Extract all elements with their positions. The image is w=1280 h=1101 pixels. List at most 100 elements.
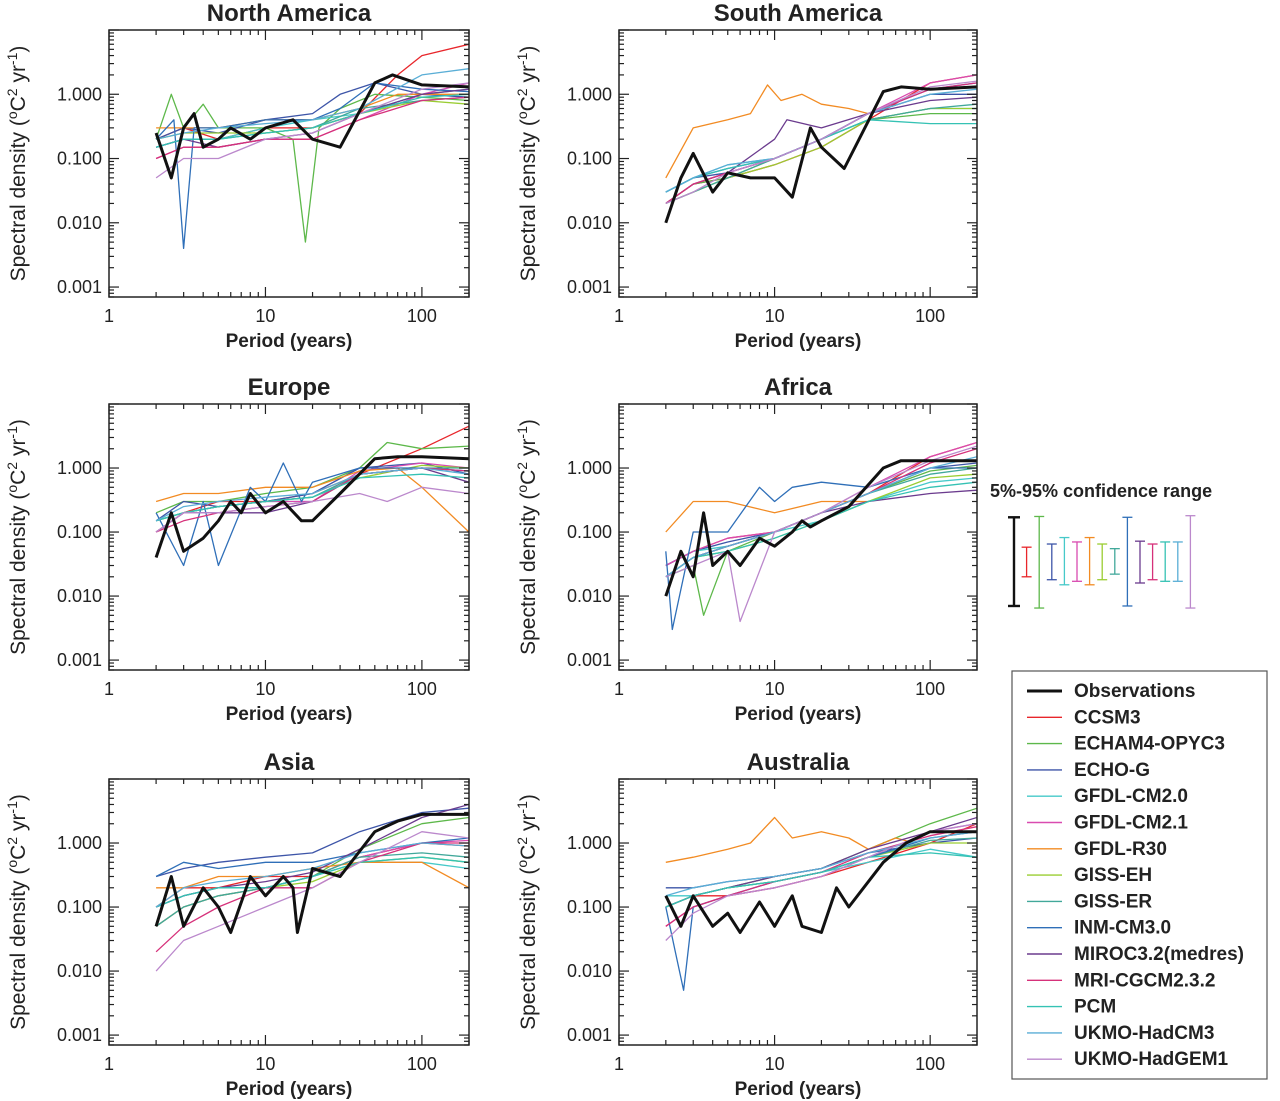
x-tick-label: 100: [915, 306, 945, 326]
legend-label: INM-CM3.0: [1074, 918, 1171, 939]
y-axis-label-part: Spectral density (: [517, 493, 540, 655]
y-axis-label-part: 2: [514, 462, 530, 470]
y-tick-label: 1.000: [567, 833, 612, 853]
series-mri-cgcm2-3-2-line: [155, 467, 469, 533]
series-gfdl-cm2-1-line: [665, 823, 977, 927]
legend-label: ECHO-G: [1074, 760, 1150, 781]
legend-item-ukmo-hadcm3: UKMO-HadCM3: [1027, 1023, 1214, 1044]
y-tick-label: 0.001: [57, 650, 102, 670]
plot-frame-africa: [618, 403, 978, 671]
confidence-bar-gfdl-r30: [1084, 536, 1095, 586]
confidence-bar-echam4-opyc3: [1034, 515, 1045, 609]
x-axis-label: Period (years): [735, 704, 862, 725]
y-axis-label: Spectral density (oC2 yr-1): [514, 794, 540, 1030]
y-axis-label-part: yr: [7, 439, 30, 462]
legend-label: PCM: [1074, 997, 1116, 1018]
panel-title-south-america: South America: [714, 0, 883, 27]
legend-item-giss-er: GISS-ER: [1027, 891, 1152, 912]
y-axis-label-part: ): [7, 46, 30, 53]
legend-label: CCSM3: [1074, 707, 1141, 728]
series-ukmo-hadgem1-line: [665, 823, 977, 941]
y-tick-label: 1.000: [567, 84, 612, 104]
panel-europe: Europe 1 10 100 0.001 0.010 0.100 1.000 Period (…: [4, 374, 470, 725]
panel-asia: Asia 1 10 100 0.001 0.010 0.100 1.000 Period (ye…: [4, 749, 470, 1100]
y-axis-label-part: ): [517, 794, 540, 801]
y-axis-label-part: o: [514, 860, 530, 868]
legend-label: GFDL-CM2.1: [1074, 813, 1188, 834]
y-axis-label-part: Spectral density (: [7, 868, 30, 1030]
y-axis-label-part: o: [4, 860, 20, 868]
legend-label: UKMO-HadCM3: [1074, 1023, 1214, 1044]
panel-title-asia: Asia: [264, 749, 315, 776]
series-ukmo-hadgem1-line: [155, 82, 469, 179]
y-tick-label: 0.100: [57, 149, 102, 169]
x-axis-label: Period (years): [226, 704, 353, 725]
panels: North America 1 10 100 0.001 0.010 0.100 1.000 P…: [4, 0, 978, 1100]
y-axis-label-part: 2: [4, 462, 20, 470]
y-axis-label-part: o: [4, 485, 20, 493]
series-gfdl-r30-line: [665, 84, 869, 179]
y-axis-label-part: ): [7, 794, 30, 801]
legend-item-giss-eh: GISS-EH: [1027, 865, 1152, 886]
x-tick-label: 1: [104, 1054, 114, 1074]
x-tick-label: 10: [255, 306, 275, 326]
plot-frame-asia: [108, 778, 470, 1046]
x-tick-label: 10: [765, 679, 785, 699]
x-tick-label: 1: [104, 679, 114, 699]
x-tick-label: 10: [765, 1054, 785, 1074]
y-tick-label: 0.010: [57, 961, 102, 981]
y-axis-label-part: ): [517, 419, 540, 426]
series-echo-g-line: [155, 82, 469, 140]
confidence-bar-ccsm3: [1021, 546, 1032, 578]
legend-item-pcm: PCM: [1027, 997, 1116, 1018]
x-tick-label: 1: [614, 306, 624, 326]
confidence-bar-observations: [1008, 516, 1020, 608]
x-tick-label: 1: [104, 306, 114, 326]
series-group-australia: [664, 807, 977, 991]
panel-title-africa: Africa: [764, 374, 833, 401]
y-axis-label-part: o: [4, 111, 20, 119]
confidence-bar-gfdl-cm2-0: [1059, 536, 1070, 586]
series-ukmo-hadcm3-line: [665, 831, 977, 897]
y-axis-label-part: ): [7, 419, 30, 426]
series-ccsm3-line: [155, 43, 469, 140]
series-ukmo-hadcm3-line: [155, 467, 469, 522]
x-tick-label: 100: [407, 306, 437, 326]
legend-item-ccsm3: CCSM3: [1027, 707, 1141, 728]
y-tick-label: 0.100: [57, 522, 102, 542]
confidence-bar-ukmo-hadcm3: [1172, 541, 1183, 582]
series-observations-line: [154, 455, 469, 558]
series-pcm-line: [155, 93, 469, 148]
legend-label: GISS-ER: [1074, 891, 1152, 912]
series-gfdl-r30-line: [665, 500, 869, 533]
legend-label: Observations: [1074, 681, 1195, 702]
y-tick-label: 0.100: [567, 897, 612, 917]
x-tick-label: 10: [765, 306, 785, 326]
y-tick-label: 0.010: [567, 961, 612, 981]
series-group-south-america: [664, 74, 977, 224]
x-axis-label: Period (years): [226, 331, 353, 352]
series-observations-line: [154, 812, 469, 934]
y-tick-label: 0.001: [57, 277, 102, 297]
plot-frame-australia: [618, 778, 978, 1046]
legend-item-gfdl-cm2-1: GFDL-CM2.1: [1027, 813, 1188, 834]
panel-australia: Australia 1 10 100 0.001 0.010 0.100 1.000 Perio…: [514, 749, 978, 1100]
panel-south-america: South America 1 10 100 0.001 0.010 0.100 1.000 P…: [514, 0, 978, 352]
y-axis-label-part: 2: [514, 837, 530, 845]
y-tick-label: 0.100: [57, 897, 102, 917]
y-axis-label-part: yr: [517, 65, 540, 88]
series-inm-cm3-0-line: [665, 82, 977, 193]
confidence-bar-inm-cm3-0: [1122, 516, 1133, 607]
x-tick-label: 100: [407, 679, 437, 699]
y-tick-label: 0.100: [567, 522, 612, 542]
series-pcm-line: [665, 481, 977, 578]
legend-item-echam4-opyc3: ECHAM4-OPYC3: [1027, 734, 1225, 755]
y-axis-label: Spectral density (oC2 yr-1): [514, 46, 540, 282]
legend-item-observations: Observations: [1027, 681, 1195, 702]
legend-item-gfdl-r30: GFDL-R30: [1027, 839, 1167, 860]
plot-frame-south-america: [618, 29, 978, 298]
y-tick-label: 1.000: [57, 84, 102, 104]
panel-title-north-america: North America: [207, 0, 372, 27]
legend-item-echo-g: ECHO-G: [1027, 760, 1150, 781]
confidence-range-panel: 5%-95% confidence range: [990, 481, 1212, 609]
